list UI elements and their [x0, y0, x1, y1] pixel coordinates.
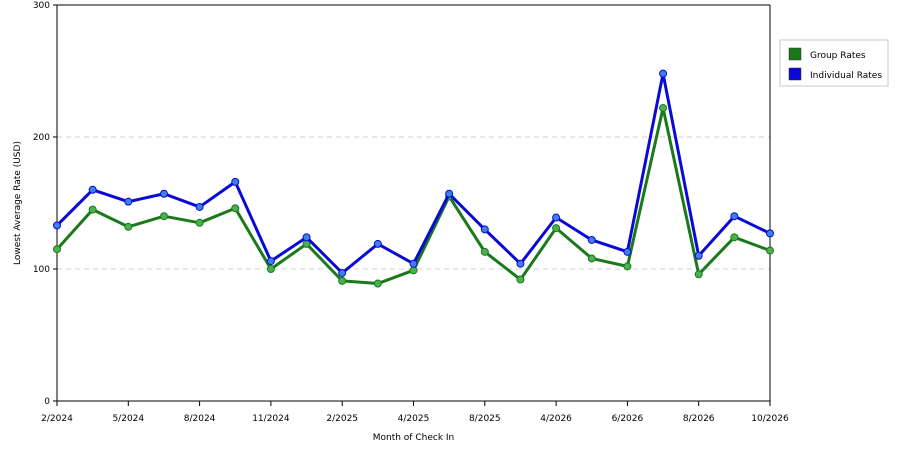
data-point-group-rates: [516, 275, 525, 284]
data-point-individual-rates: [53, 221, 61, 230]
data-point-individual-rates: [338, 268, 347, 277]
data-point-group-rates: [659, 103, 668, 112]
legend: Group Rates Individual Rates: [779, 39, 889, 87]
x-tick-label: 5/2024: [112, 414, 144, 424]
x-tick-label: 6/2026: [612, 414, 644, 424]
data-point-individual-rates: [480, 225, 489, 234]
y-tick-label: 200: [33, 133, 50, 143]
data-point-individual-rates: [445, 189, 454, 198]
data-point-individual-rates: [766, 229, 774, 238]
y-axis-title: Lowest Average Rate (USD): [13, 141, 23, 265]
data-point-individual-rates: [694, 251, 703, 260]
data-point-group-rates: [587, 254, 596, 263]
data-point-group-rates: [159, 212, 168, 221]
legend-swatch: [788, 47, 802, 61]
data-point-group-rates: [552, 224, 561, 233]
data-point-group-rates: [623, 262, 632, 271]
y-tick-label: 0: [44, 397, 50, 407]
legend-label: Group Rates: [810, 51, 866, 61]
x-tick-label: 8/2024: [184, 414, 216, 424]
series-layer: [53, 69, 774, 288]
series-group-rates: [53, 103, 774, 288]
series-line-individual-rates: [55, 72, 771, 275]
data-point-group-rates: [195, 218, 204, 227]
legend-label: Individual Rates: [810, 71, 882, 81]
data-point-individual-rates: [623, 247, 632, 256]
data-point-individual-rates: [516, 259, 525, 268]
legend-swatch: [788, 67, 802, 81]
series-individual-rates: [53, 69, 774, 277]
data-point-group-rates: [373, 279, 382, 288]
data-point-group-rates: [766, 246, 774, 255]
data-point-individual-rates: [124, 197, 133, 206]
x-tick-label: 2/2024: [41, 414, 73, 424]
axes: 0 100 200 300 2/2024 5/2024 8/2024 11/2024 2/202…: [33, 1, 789, 424]
data-point-individual-rates: [266, 257, 275, 266]
x-tick-label: 2/2025: [326, 414, 358, 424]
data-point-individual-rates: [373, 239, 382, 248]
data-point-group-rates: [480, 247, 489, 256]
y-tick-label: 100: [33, 265, 50, 275]
x-tick-label: 10/2026: [751, 414, 789, 424]
x-tick-label: 8/2026: [683, 414, 715, 424]
data-point-individual-rates: [88, 185, 97, 194]
data-point-individual-rates: [587, 235, 596, 244]
data-point-group-rates: [88, 205, 97, 214]
gridlines: [57, 136, 770, 270]
data-point-individual-rates: [409, 259, 418, 268]
data-point-group-rates: [266, 265, 275, 273]
data-point-individual-rates: [302, 233, 311, 242]
data-point-individual-rates: [659, 69, 668, 78]
data-point-individual-rates: [195, 202, 204, 211]
y-tick-label: 300: [33, 1, 50, 11]
data-point-group-rates: [53, 245, 61, 254]
data-point-group-rates: [694, 270, 703, 279]
data-point-group-rates: [338, 276, 347, 285]
x-tick-label: 11/2024: [252, 414, 290, 424]
data-point-individual-rates: [730, 212, 739, 221]
data-point-group-rates: [409, 266, 418, 275]
data-point-individual-rates: [552, 213, 561, 222]
x-tick-label: 8/2025: [469, 414, 501, 424]
data-point-individual-rates: [231, 177, 240, 186]
x-tick-label: 4/2026: [540, 414, 572, 424]
x-tick-label: 4/2025: [398, 414, 430, 424]
data-point-group-rates: [231, 204, 240, 213]
data-point-individual-rates: [159, 189, 168, 198]
data-point-group-rates: [730, 233, 739, 242]
data-point-group-rates: [124, 222, 133, 231]
x-axis-title: Month of Check In: [373, 433, 455, 443]
